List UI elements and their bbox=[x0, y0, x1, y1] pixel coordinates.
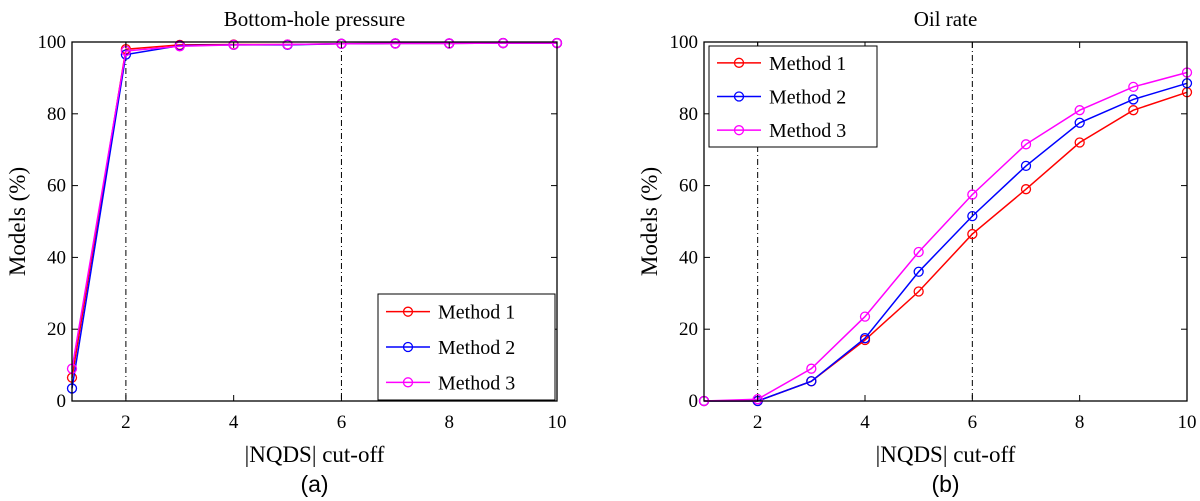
y-tick-label: 20 bbox=[679, 319, 698, 340]
panel-label: (b) bbox=[931, 471, 959, 497]
x-axis-label: |NQDS| cut-off bbox=[876, 442, 1016, 467]
legend-entry-2: Method 2 bbox=[386, 337, 515, 359]
legend-marker bbox=[733, 57, 745, 68]
data-point bbox=[228, 39, 239, 51]
legend-marker bbox=[402, 377, 414, 388]
chart-panel-1: 0 20 40 60 80 100 2 4 6 8 10 Bottom-hole pressure |N… bbox=[5, 7, 567, 497]
series-line-3 bbox=[703, 71, 1188, 402]
y-tick-label: 80 bbox=[47, 104, 66, 125]
data-point bbox=[390, 38, 401, 49]
data-point bbox=[913, 266, 924, 277]
data-point bbox=[497, 37, 509, 49]
legend-label: Method 2 bbox=[769, 87, 846, 109]
legend-label: Method 3 bbox=[769, 120, 846, 142]
data-point bbox=[1128, 105, 1139, 116]
y-tick-label: 40 bbox=[47, 247, 66, 268]
axes-frame bbox=[703, 41, 1188, 402]
legend-marker bbox=[402, 306, 414, 317]
legend: Method 1 Method 2 Method 3 bbox=[377, 293, 556, 401]
legend-entry-1: Method 1 bbox=[386, 302, 515, 324]
data-point bbox=[1074, 117, 1085, 128]
y-tick-label: 0 bbox=[689, 391, 699, 412]
data-point bbox=[1020, 139, 1032, 150]
x-tick-label: 8 bbox=[1075, 412, 1085, 433]
y-axis-label: Models (%) bbox=[5, 167, 30, 276]
y-tick-label: 60 bbox=[47, 176, 66, 197]
legend-label: Method 2 bbox=[438, 337, 515, 359]
axes-frame bbox=[71, 41, 558, 402]
data-point bbox=[282, 39, 293, 50]
data-point bbox=[913, 286, 924, 297]
x-tick-label: 10 bbox=[1178, 412, 1197, 433]
chart-panel-2: 0 20 40 60 80 100 2 4 6 8 10 Oil rate |NQDS| cut-off… bbox=[637, 7, 1197, 497]
x-axis-label: |NQDS| cut-off bbox=[245, 442, 385, 467]
data-point bbox=[967, 189, 978, 200]
legend-entry-1: Method 1 bbox=[717, 53, 846, 75]
legend-label: Method 1 bbox=[769, 53, 846, 75]
data-point bbox=[806, 363, 817, 374]
y-tick-label: 100 bbox=[38, 32, 67, 53]
data-point bbox=[1074, 137, 1085, 148]
data-point bbox=[913, 246, 924, 258]
data-point bbox=[859, 333, 871, 344]
legend-marker bbox=[733, 91, 745, 102]
legend-entry-3: Method 3 bbox=[386, 372, 515, 394]
y-tick-label: 60 bbox=[679, 176, 698, 197]
legend: Method 1 Method 2 Method 3 bbox=[708, 45, 878, 148]
legend-label: Method 3 bbox=[438, 372, 515, 394]
y-tick-label: 40 bbox=[679, 247, 698, 268]
series-line-2 bbox=[704, 82, 1188, 402]
y-tick-label: 100 bbox=[670, 32, 699, 53]
x-tick-label: 4 bbox=[860, 412, 870, 433]
data-point bbox=[1128, 94, 1139, 105]
x-tick-label: 6 bbox=[337, 412, 347, 433]
legend-label: Method 1 bbox=[438, 302, 515, 324]
series-line-3 bbox=[71, 42, 557, 369]
data-point bbox=[1074, 105, 1085, 116]
data-point bbox=[967, 210, 978, 222]
y-axis-label: Models (%) bbox=[637, 167, 662, 276]
data-point bbox=[806, 376, 817, 387]
y-tick-label: 0 bbox=[57, 391, 67, 412]
data-point bbox=[967, 228, 978, 240]
x-tick-label: 8 bbox=[444, 412, 454, 433]
legend-entry-3: Method 3 bbox=[717, 120, 846, 142]
data-point bbox=[1020, 184, 1032, 195]
x-tick-label: 6 bbox=[968, 412, 978, 433]
data-point bbox=[120, 49, 132, 60]
legend-marker bbox=[733, 125, 745, 136]
x-tick-label: 4 bbox=[229, 412, 239, 433]
data-point bbox=[336, 38, 347, 49]
y-tick-label: 20 bbox=[47, 319, 66, 340]
y-tick-label: 80 bbox=[679, 104, 698, 125]
legend-marker bbox=[402, 341, 414, 353]
legend-entry-2: Method 2 bbox=[717, 87, 846, 109]
x-tick-label: 10 bbox=[548, 412, 567, 433]
data-point bbox=[1020, 160, 1032, 172]
x-tick-label: 2 bbox=[753, 412, 763, 433]
chart-title: Oil rate bbox=[914, 7, 978, 31]
chart-title: Bottom-hole pressure bbox=[224, 7, 405, 31]
data-point bbox=[859, 311, 871, 322]
data-point bbox=[752, 394, 763, 405]
data-point bbox=[1128, 81, 1139, 93]
x-tick-label: 2 bbox=[121, 412, 131, 433]
panel-label: (a) bbox=[300, 471, 328, 497]
